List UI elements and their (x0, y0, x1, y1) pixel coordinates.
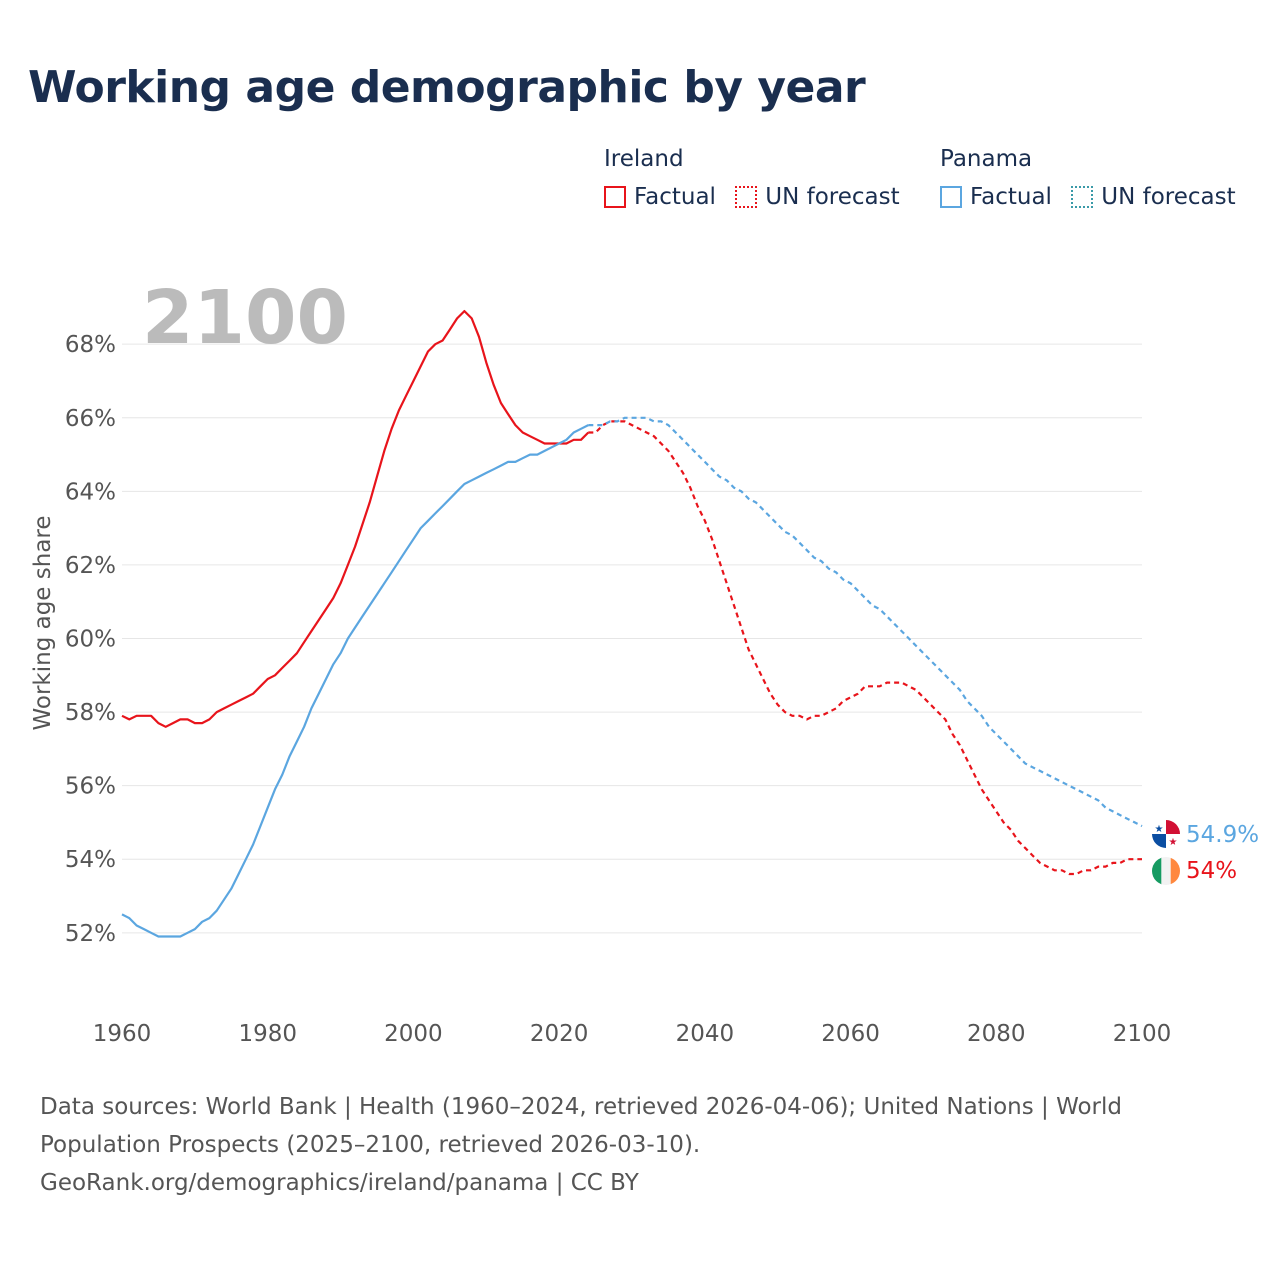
ireland-end-value: 54% (1186, 858, 1237, 884)
x-tick-label: 2100 (1113, 1021, 1172, 1047)
legend-item-ireland-forecast[interactable]: UN forecast (735, 184, 900, 210)
x-tick-label: 2080 (967, 1021, 1026, 1047)
svg-text:★: ★ (1169, 837, 1178, 848)
grid (122, 343, 1142, 934)
legend-label-panama-factual: Factual (970, 184, 1052, 210)
series-line-panama-factual[interactable] (121, 424, 589, 938)
y-tick-label: 56% (65, 774, 116, 800)
y-tick-label: 58% (65, 700, 116, 726)
legend-item-panama-factual[interactable]: Factual (940, 184, 1052, 210)
panama-flag-icon: ★ ★ (1152, 820, 1180, 848)
x-tick-label: 1960 (93, 1021, 152, 1047)
legend-ireland: Ireland Factual UN forecast (604, 146, 912, 214)
series-line-ireland-factual[interactable] (121, 310, 590, 728)
y-tick-label: 52% (65, 921, 116, 947)
legend-swatch-ireland-factual (604, 186, 626, 208)
legend-country-ireland: Ireland (604, 146, 684, 172)
legend-item-panama-forecast[interactable]: UN forecast (1071, 184, 1236, 210)
y-axis: 52% 54% 56% 58% 60% 62% 64% 66% 68% (65, 332, 116, 947)
current-year-watermark: 2100 (142, 275, 348, 361)
legend-label-ireland-forecast: UN forecast (765, 184, 900, 210)
svg-text:★: ★ (1155, 824, 1164, 835)
legend-item-ireland-factual[interactable]: Factual (604, 184, 716, 210)
x-tick-label: 2060 (821, 1021, 880, 1047)
source-text: Data sources: World Bank | Health (1960–… (40, 1094, 1122, 1158)
x-axis: 1960 1980 2000 2020 2040 2060 2080 2100 (93, 1021, 1172, 1047)
legend-label-ireland-factual: Factual (634, 184, 716, 210)
legend-swatch-panama-factual (940, 186, 962, 208)
x-tick-label: 2040 (676, 1021, 735, 1047)
x-tick-label: 2000 (384, 1021, 443, 1047)
legend-swatch-panama-forecast (1071, 186, 1094, 208)
legend-label-panama-forecast: UN forecast (1101, 184, 1236, 210)
y-tick-label: 62% (65, 553, 116, 579)
chart-title: Working age demographic by year (28, 62, 866, 113)
y-tick-label: 54% (65, 847, 116, 873)
legend-swatch-ireland-forecast (735, 186, 758, 208)
series-line-panama-forecast[interactable] (588, 416, 1143, 828)
y-tick-label: 64% (65, 479, 116, 505)
series-line-ireland-forecast[interactable] (588, 420, 1142, 876)
source-link[interactable]: GeoRank.org/demographics/ireland/panama … (40, 1170, 639, 1196)
x-tick-label: 1980 (238, 1021, 297, 1047)
series (121, 310, 1143, 938)
line-chart: 2100 52% 54% 56% 58% 60% 62% 64% 66% 68% 1960 198… (30, 275, 1259, 1047)
y-tick-label: 68% (65, 332, 116, 358)
x-tick-label: 2020 (530, 1021, 589, 1047)
legend-panama: Panama Factual UN forecast (940, 146, 1248, 214)
source-note: Data sources: World Bank | Health (1960–… (40, 1088, 1220, 1202)
y-tick-label: 66% (65, 406, 116, 432)
y-tick-label: 60% (65, 627, 116, 653)
ireland-flag-icon (1152, 857, 1180, 885)
panama-end-value: 54.9% (1186, 822, 1259, 848)
legend-country-panama: Panama (940, 146, 1033, 172)
y-axis-label: Working age share (30, 515, 56, 730)
